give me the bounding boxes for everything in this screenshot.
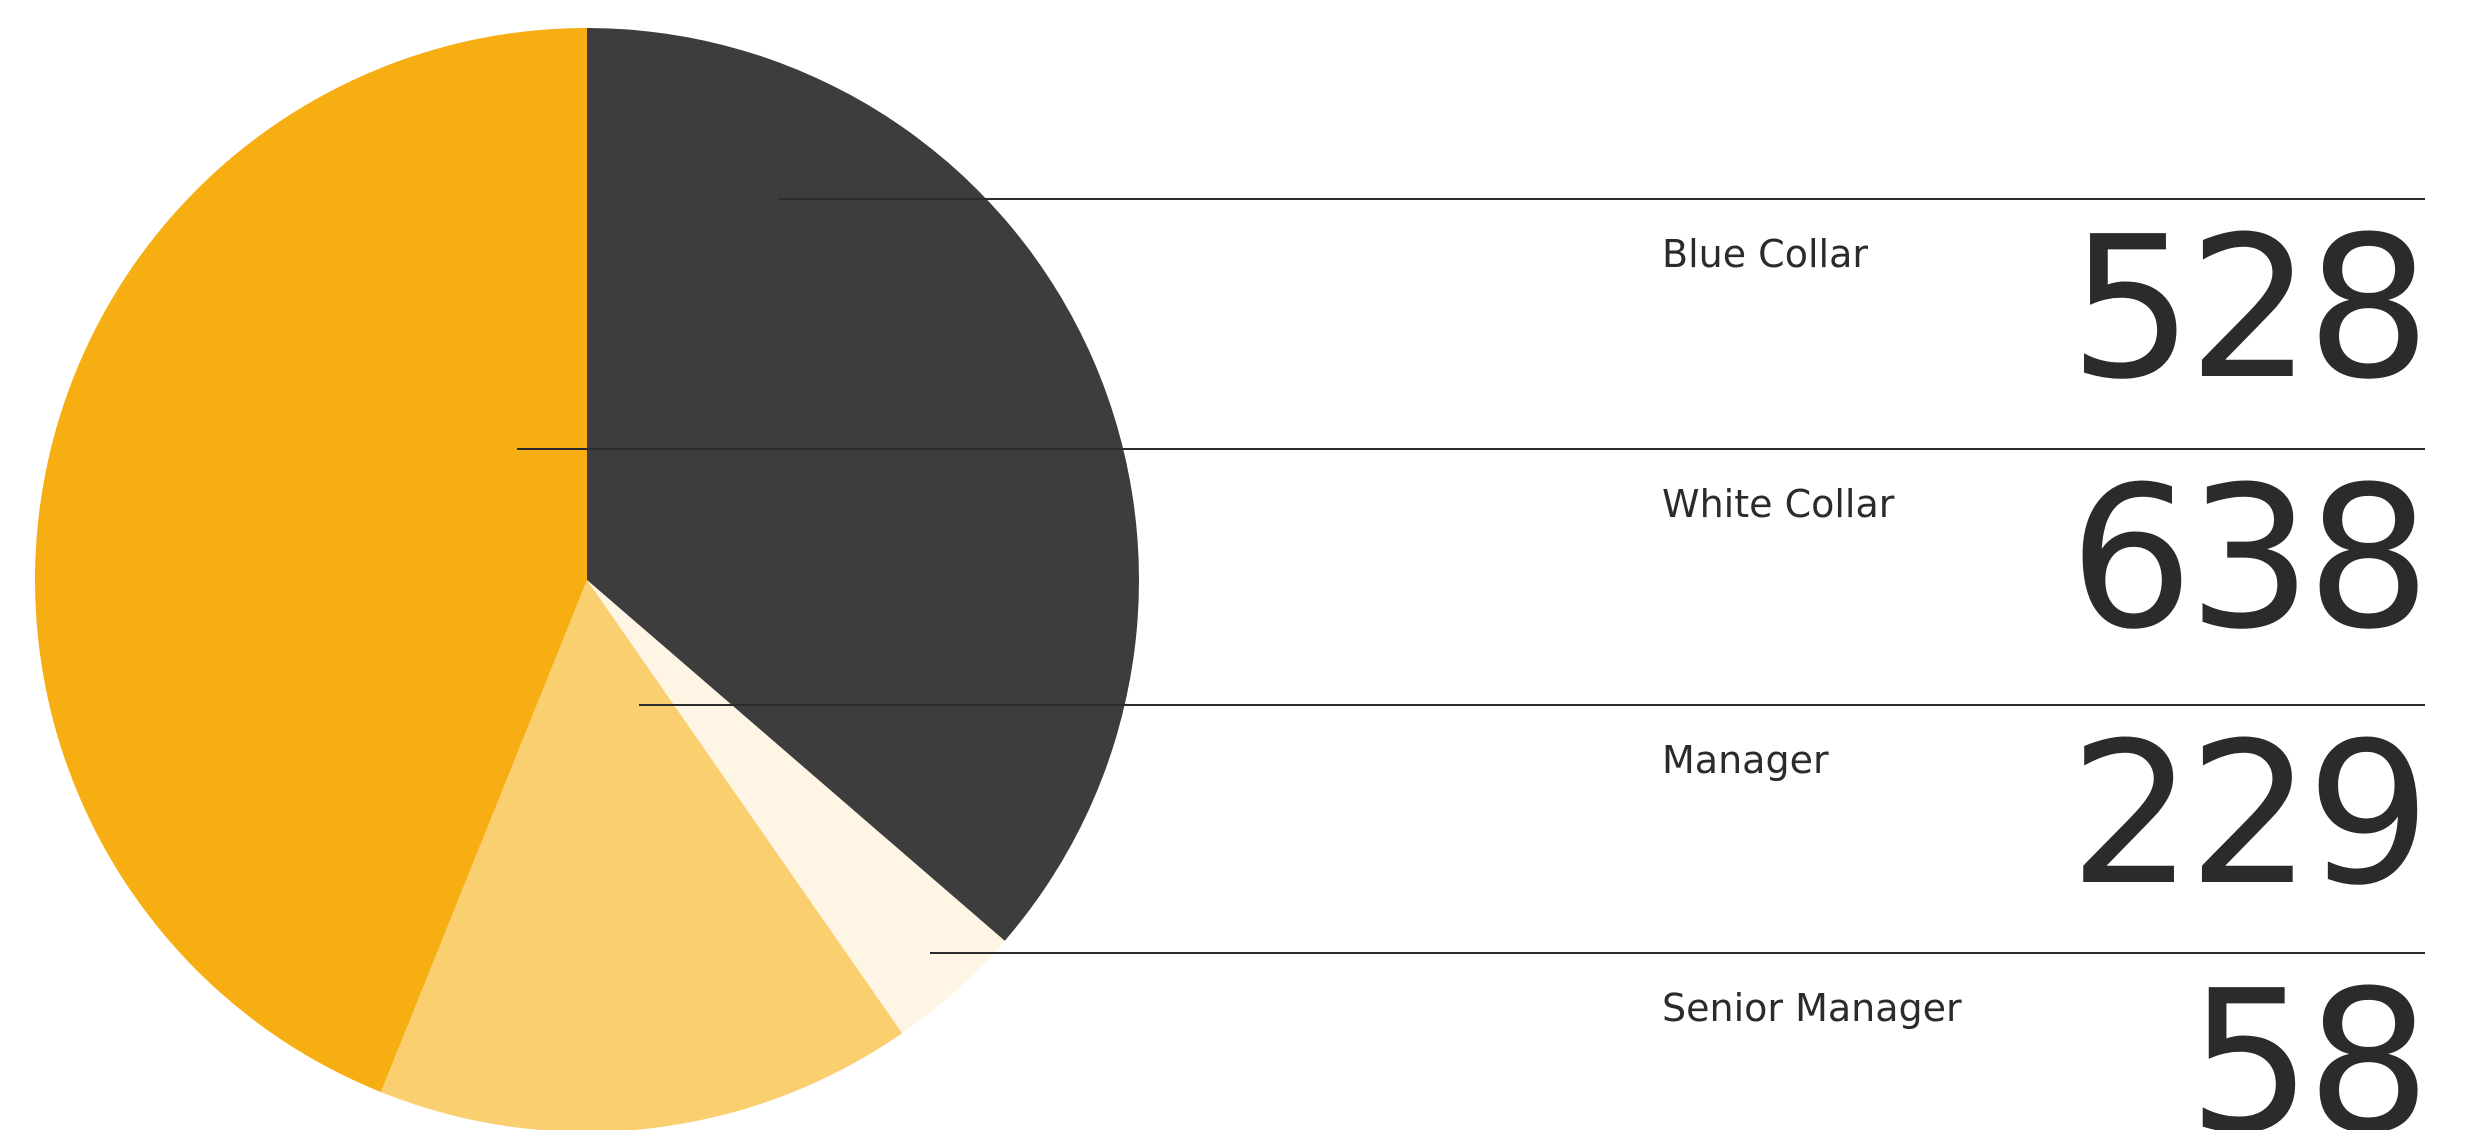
value-label: 638: [2069, 445, 2425, 673]
pie-slice: [35, 28, 587, 1093]
pie-slice: [587, 28, 1139, 941]
category-label: White Collar: [1662, 482, 1895, 526]
pie-slice: [587, 580, 1005, 1034]
pie-slice: [380, 580, 903, 1130]
category-label: Senior Manager: [1662, 986, 1962, 1030]
value-label: 528: [2069, 195, 2425, 423]
value-label: 229: [2069, 701, 2425, 929]
value-label: 58: [2188, 949, 2425, 1130]
category-label: Manager: [1662, 738, 1829, 782]
category-label: Blue Collar: [1662, 232, 1868, 276]
